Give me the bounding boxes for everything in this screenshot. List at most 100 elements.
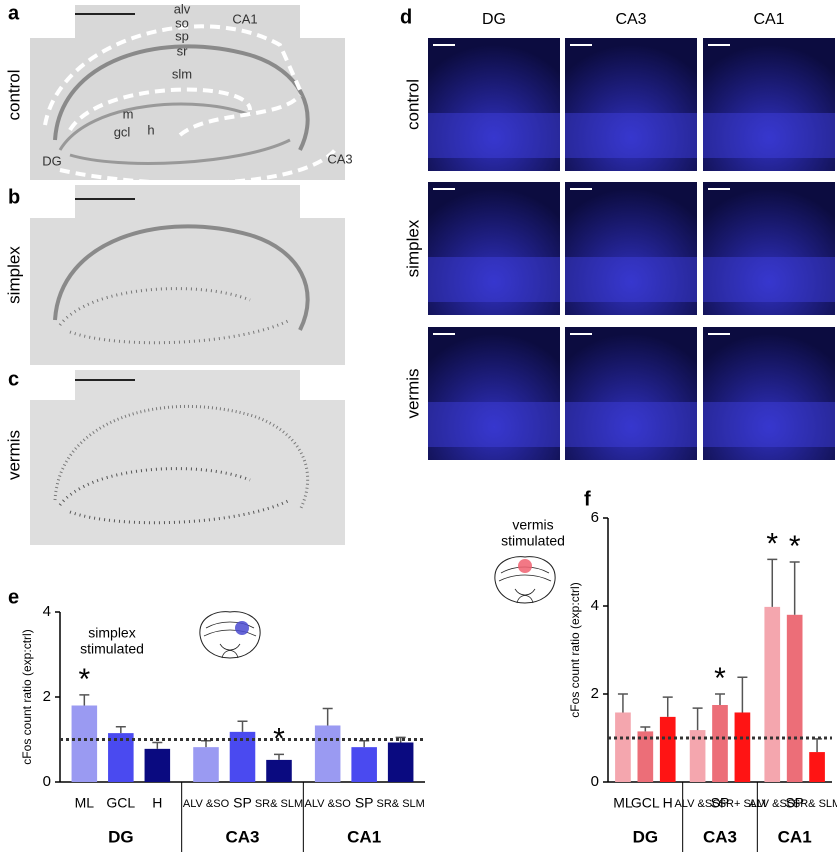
region-label: CA3 [327,151,352,166]
icon-outline [494,556,556,604]
y-tick-label: 0 [43,773,51,790]
confocal-tile [565,182,697,315]
y-tick-label: 6 [591,509,599,526]
significance-marker: * [766,527,778,560]
cell-layer [565,113,697,158]
error-bar [274,753,284,760]
y-axis-label: cFos count ratio (exp:ctrl) [568,582,582,717]
bar [615,712,631,782]
bar [351,747,377,782]
cell-layer [703,113,835,158]
x-tick-label: GCL [631,795,660,811]
annotation: simplex [88,625,135,641]
bar [712,705,728,782]
error-bar [715,693,725,705]
x-tick-label: ML [613,795,633,811]
bar [786,614,803,782]
x-tick-label: H [152,795,162,811]
row-label: vermis [403,368,422,418]
row-label: control [403,79,422,130]
region-label: alv [174,1,191,16]
panel-label: a [8,2,20,24]
y-tick-label: 2 [43,688,51,705]
group-label: CA1 [347,827,381,846]
cell-layer [703,402,835,447]
bar [659,716,676,782]
bar [193,747,219,782]
error-bar [767,558,778,607]
x-tick-label: ML [75,795,95,811]
stimulated-region [235,621,249,635]
group-label: CA3 [703,827,737,846]
bar [809,752,825,782]
bar [144,748,171,782]
significance-marker: * [789,530,801,563]
annotation: stimulated [80,641,144,657]
x-tick-label: SR& SLM [255,798,303,810]
annotation: stimulated [501,533,565,549]
region-label: CA1 [232,11,257,26]
x-tick-label: ALV &SO [305,798,352,810]
y-axis-label: cFos count ratio (exp:ctrl) [20,629,34,764]
region-label: so [175,15,189,30]
condition-label: simplex [4,246,23,304]
panel-label: f [584,488,591,510]
x-tick-label: GCL [106,795,135,811]
y-tick-label: 2 [591,685,599,702]
panel-label: e [8,586,19,608]
significance-marker: * [273,722,285,755]
icon-folia [203,621,257,659]
region-label: slm [172,66,192,81]
micrograph [30,5,345,186]
x-tick-label: ALV &SO [749,798,796,810]
x-tick-label: SP [233,795,252,811]
cell-layer [565,402,697,447]
confocal-tile [703,327,835,460]
error-bar [617,693,628,713]
y-tick-label: 4 [43,603,51,620]
cerebellum-icon [199,611,261,659]
x-tick-label: SP [711,795,730,811]
error-bar [152,741,163,749]
x-tick-label: SR& SLM [377,798,425,810]
significance-marker: * [78,663,90,696]
bar [689,730,706,782]
column-label: CA1 [753,11,784,28]
x-tick-label: SR+ SLM [719,798,766,810]
confocal-tile [428,38,560,171]
confocal-tile [428,182,560,315]
bar [266,759,292,782]
x-tick-label: ALV &SO [674,798,721,810]
cerebellum-icon [494,556,556,604]
error-bar [737,676,748,713]
confocal-tile [428,327,560,460]
confocal-images [428,38,835,460]
cell-layer [428,402,560,447]
stimulated-region [518,559,532,573]
x-tick-label: H [663,795,673,811]
error-bar [812,738,823,753]
row-label: simplex [403,219,422,277]
panel-label: d [400,6,412,28]
group-label: DG [633,827,659,846]
cell-layer [565,257,697,302]
group-label: DG [108,827,134,846]
error-bar [201,740,211,748]
error-bar [79,694,90,706]
error-bar [789,561,800,615]
panel-label: b [8,186,20,208]
bar [764,606,781,782]
bar [108,733,134,782]
significance-marker: * [714,662,726,695]
region-label: gcl [114,124,131,139]
column-label: CA3 [615,11,646,28]
x-tick-label: SP [355,795,374,811]
region-label: DG [42,153,62,168]
confocal-tile [703,182,835,315]
bar [637,731,654,782]
error-bar [692,707,703,731]
error-bar [115,726,126,734]
region-label: sp [175,28,189,43]
icon-outline [199,611,261,659]
bar [387,742,414,782]
